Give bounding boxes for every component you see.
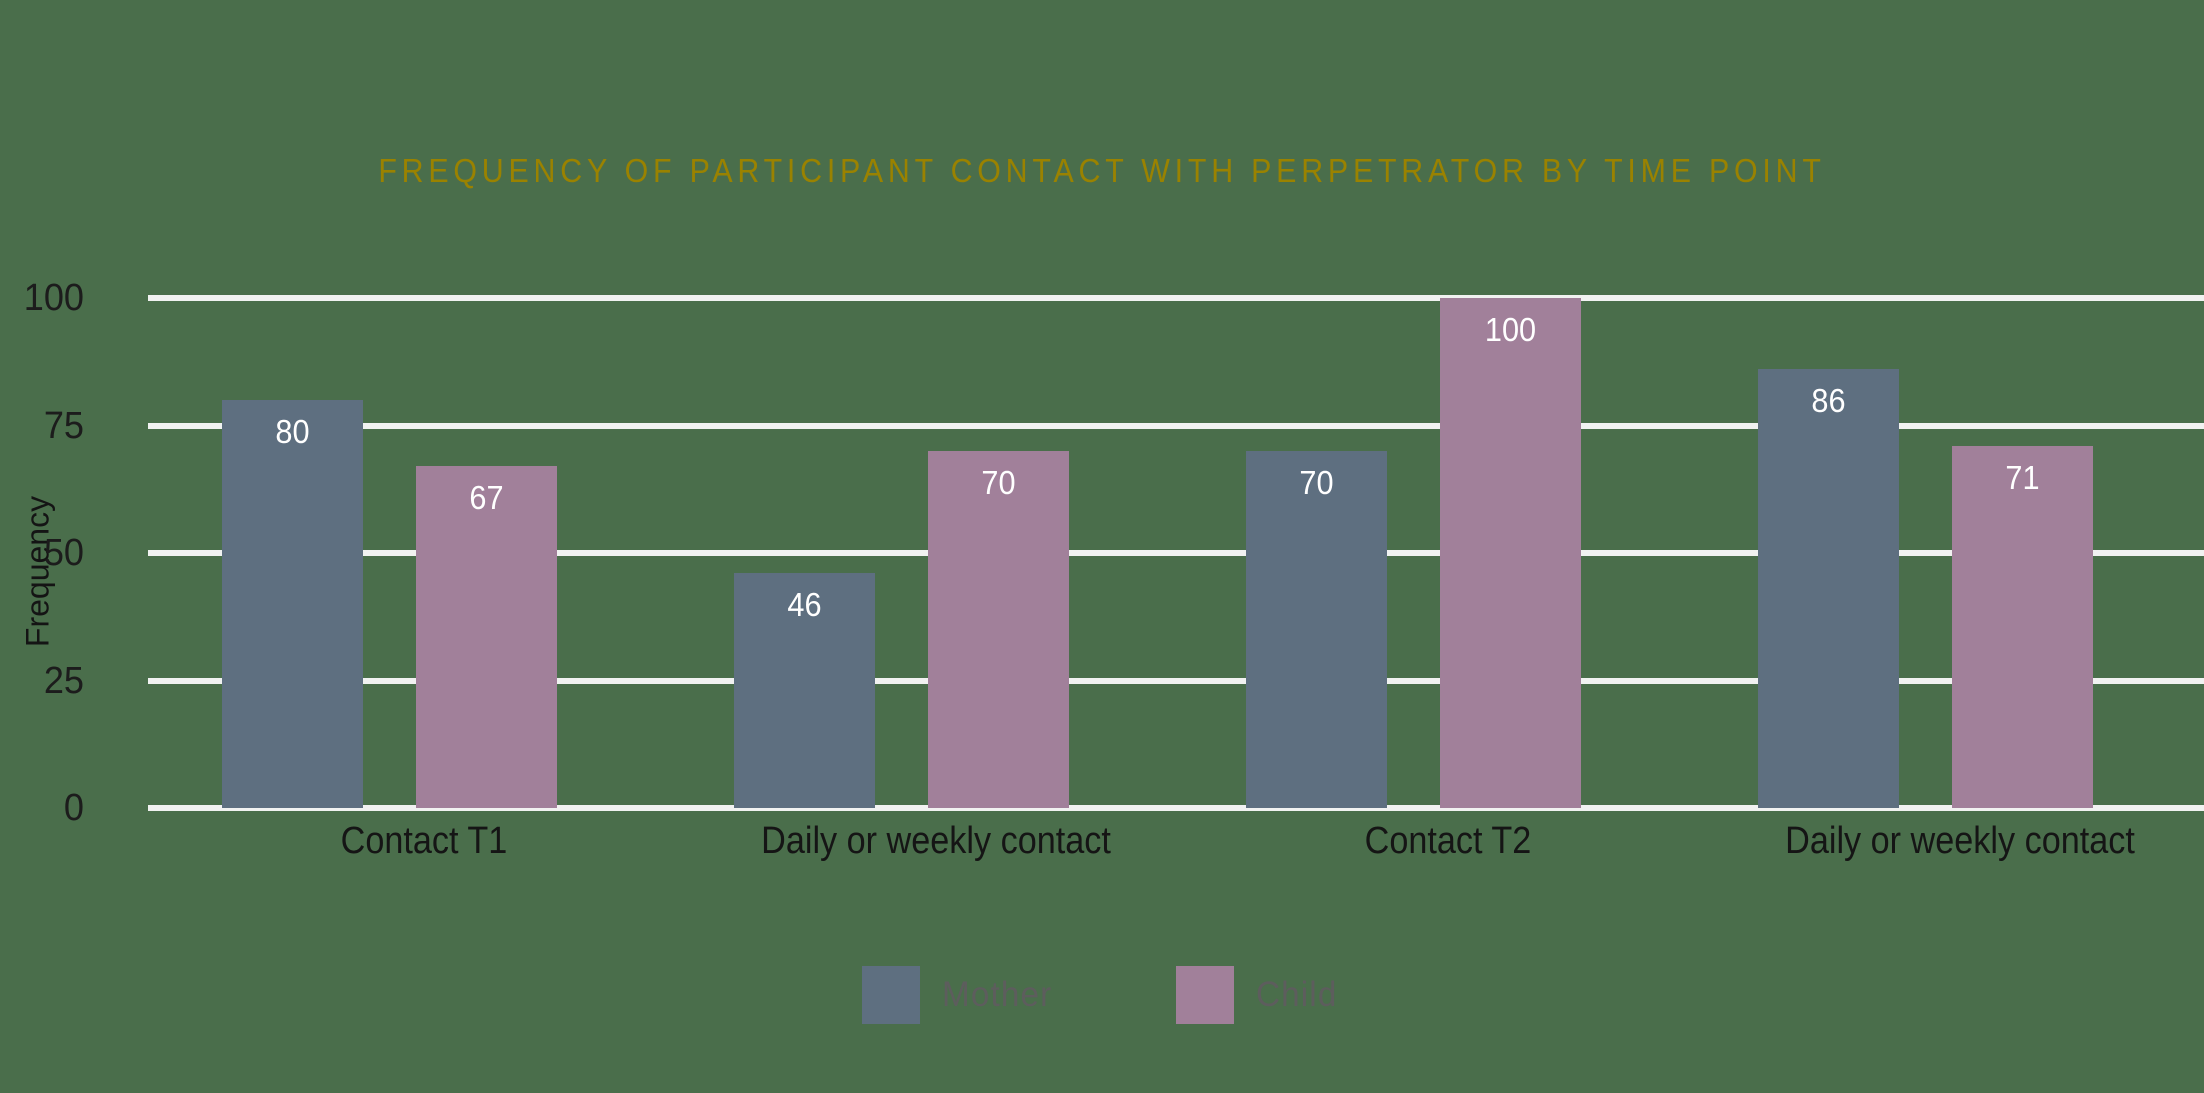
- bar-value-label: 100: [1484, 311, 1537, 348]
- plot-area: 0 25 50 75 100 80 67 46 70 70 100 86 71: [0, 279, 2204, 827]
- bar-child-3[interactable]: 71: [1952, 445, 2093, 808]
- chart-legend: Mother Child: [0, 966, 2204, 1024]
- legend-item-mother[interactable]: Mother: [862, 966, 1058, 1024]
- gridline: [148, 550, 2204, 556]
- bar-value-label: 46: [787, 586, 822, 624]
- bar-child-2[interactable]: 100: [1440, 298, 1581, 808]
- x-tick-label: Daily or weekly contact: [1785, 820, 2135, 862]
- legend-label: Mother: [942, 975, 1053, 1014]
- gridline: [148, 295, 2204, 301]
- bar-value-label: 86: [1811, 382, 1846, 420]
- bar-value-label: 71: [2005, 458, 2040, 496]
- gridline: [148, 677, 2204, 684]
- bar-mother-2[interactable]: 70: [1246, 451, 1387, 808]
- chart-title: FREQUENCY OF PARTICIPANT CONTACT WITH PE…: [378, 152, 1826, 189]
- bar-mother-3[interactable]: 86: [1758, 369, 1899, 808]
- x-tick-label: Contact T2: [1364, 820, 1532, 862]
- legend-item-child[interactable]: Child: [1176, 966, 1342, 1024]
- bar-value-label: 80: [275, 413, 310, 450]
- gridline: [148, 422, 2204, 429]
- bar-mother-0[interactable]: 80: [222, 400, 363, 808]
- bar-value-label: 70: [981, 464, 1016, 501]
- y-tick-label: 25: [43, 659, 84, 702]
- legend-label: Child: [1256, 975, 1338, 1014]
- y-tick-label: 75: [43, 404, 84, 447]
- bar-value-label: 70: [1299, 464, 1334, 501]
- bar-child-1[interactable]: 70: [928, 451, 1069, 808]
- child-swatch: [1176, 966, 1235, 1024]
- gridline: [148, 805, 2204, 811]
- mother-swatch: [862, 966, 921, 1024]
- y-tick-label: 100: [23, 277, 84, 319]
- y-tick-label: 50: [43, 532, 84, 574]
- x-tick-label: Contact T1: [340, 820, 508, 862]
- x-tick-label: Daily or weekly contact: [761, 820, 1111, 862]
- bar-child-0[interactable]: 67: [416, 466, 557, 808]
- y-tick-label: 0: [63, 787, 84, 829]
- bar-mother-1[interactable]: 46: [734, 573, 875, 808]
- bar-value-label: 67: [469, 479, 504, 517]
